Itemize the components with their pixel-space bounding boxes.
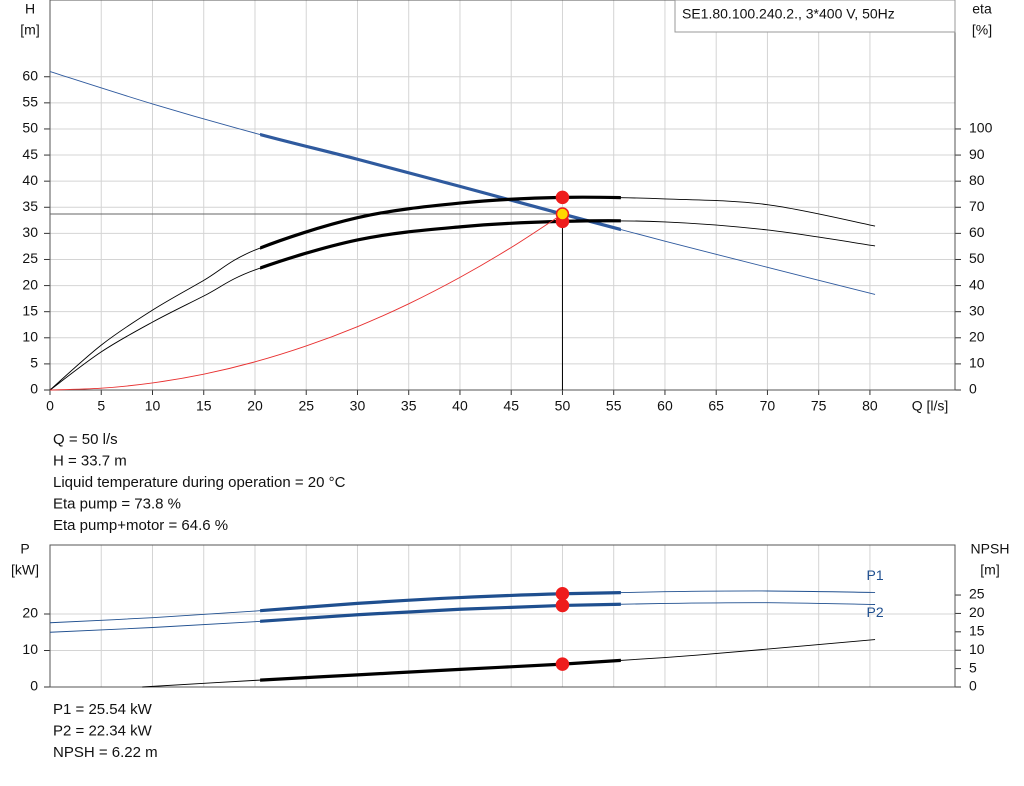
y2-axis-label: NPSH	[971, 541, 1010, 557]
y2-tick-label: 0	[969, 678, 977, 694]
y-tick-label: 35	[22, 198, 38, 214]
y2-tick-label: 25	[969, 586, 985, 602]
y-tick-label: 60	[22, 67, 38, 83]
y-tick-label: 25	[22, 250, 38, 266]
x-tick-label: 30	[350, 398, 366, 414]
operating-point	[555, 587, 570, 601]
x-axis-label: Q [l/s]	[912, 398, 949, 414]
y2-tick-label: 15	[969, 623, 985, 639]
plot-area	[50, 0, 955, 390]
info-line: H = 33.7 m	[53, 452, 127, 469]
y-tick-label: 0	[30, 678, 38, 694]
x-tick-label: 5	[97, 398, 105, 414]
y-tick-label: 20	[22, 276, 38, 292]
curve-label: P1	[866, 567, 883, 583]
x-tick-label: 15	[196, 398, 212, 414]
y2-axis-unit: [%]	[972, 22, 992, 38]
operating-point	[555, 207, 570, 221]
chart-title: SE1.80.100.240.2., 3*400 V, 50Hz	[682, 6, 895, 22]
y2-tick-label: 0	[969, 381, 977, 397]
y-tick-label: 55	[22, 94, 38, 110]
y-axis-label: H	[25, 1, 35, 17]
info-line: NPSH = 6.22 m	[53, 744, 158, 761]
y2-axis-label: eta	[972, 1, 992, 17]
operating-point	[555, 598, 570, 613]
plot-area	[50, 545, 955, 687]
curve-operating	[260, 658, 621, 682]
y-tick-label: 40	[22, 172, 38, 188]
info-line: Liquid temperature during operation = 20…	[53, 474, 346, 491]
x-tick-label: 50	[555, 398, 571, 414]
x-tick-label: 10	[145, 398, 161, 414]
curve-operating	[260, 219, 621, 270]
y-tick-label: 0	[30, 381, 38, 397]
y-tick-label: 15	[22, 302, 38, 318]
y-tick-label: 30	[22, 224, 38, 240]
x-tick-label: 25	[298, 398, 314, 414]
x-tick-label: 0	[46, 398, 54, 414]
x-tick-label: 75	[811, 398, 827, 414]
info-line: Eta pump = 73.8 %	[53, 495, 181, 512]
title-box	[674, 0, 956, 33]
x-tick-label: 80	[862, 398, 878, 414]
plot-frame	[49, 544, 956, 688]
operating-point	[555, 190, 570, 205]
y-tick-label: 50	[22, 120, 38, 136]
y2-tick-label: 10	[969, 355, 985, 371]
y2-tick-label: 20	[969, 328, 985, 344]
y2-axis-unit: [m]	[980, 562, 999, 578]
y2-tick-label: 50	[969, 250, 985, 266]
plot-frame	[49, 0, 956, 391]
y2-tick-label: 100	[969, 120, 993, 136]
x-tick-label: 60	[657, 398, 673, 414]
x-tick-label: 20	[247, 398, 263, 414]
curve-operating	[260, 132, 621, 232]
x-tick-label: 70	[760, 398, 776, 414]
curve-operating	[260, 602, 621, 623]
y-axis-unit: [m]	[20, 22, 39, 38]
x-tick-label: 35	[401, 398, 417, 414]
y-tick-label: 10	[22, 641, 38, 657]
y2-tick-label: 40	[969, 276, 985, 292]
curve-label: P2	[866, 604, 883, 620]
y-axis-label: P	[20, 541, 29, 557]
curve-operating	[260, 195, 621, 250]
x-tick-label: 55	[606, 398, 622, 414]
y2-tick-label: 80	[969, 172, 985, 188]
y2-tick-label: 30	[969, 302, 985, 318]
y2-tick-label: 10	[969, 641, 985, 657]
x-tick-label: 45	[503, 398, 519, 414]
y-tick-label: 10	[22, 328, 38, 344]
y2-tick-label: 20	[969, 604, 985, 620]
x-tick-label: 40	[452, 398, 468, 414]
y-axis-unit: [kW]	[11, 562, 39, 578]
y2-tick-label: 70	[969, 198, 985, 214]
info-line: Eta pump+motor = 64.6 %	[53, 517, 228, 534]
curve	[49, 213, 563, 391]
y2-tick-label: 90	[969, 146, 985, 162]
y-tick-label: 20	[22, 605, 38, 621]
y2-tick-label: 5	[969, 659, 977, 675]
info-line: P1 = 25.54 kW	[53, 701, 153, 718]
x-tick-label: 65	[708, 398, 724, 414]
curve-operating	[260, 590, 621, 613]
info-line: P2 = 22.34 kW	[53, 722, 153, 739]
y-tick-label: 5	[30, 355, 38, 371]
y2-tick-label: 60	[969, 224, 985, 240]
info-line: Q = 50 l/s	[53, 431, 118, 448]
operating-point	[555, 657, 570, 671]
y-tick-label: 45	[22, 146, 38, 162]
